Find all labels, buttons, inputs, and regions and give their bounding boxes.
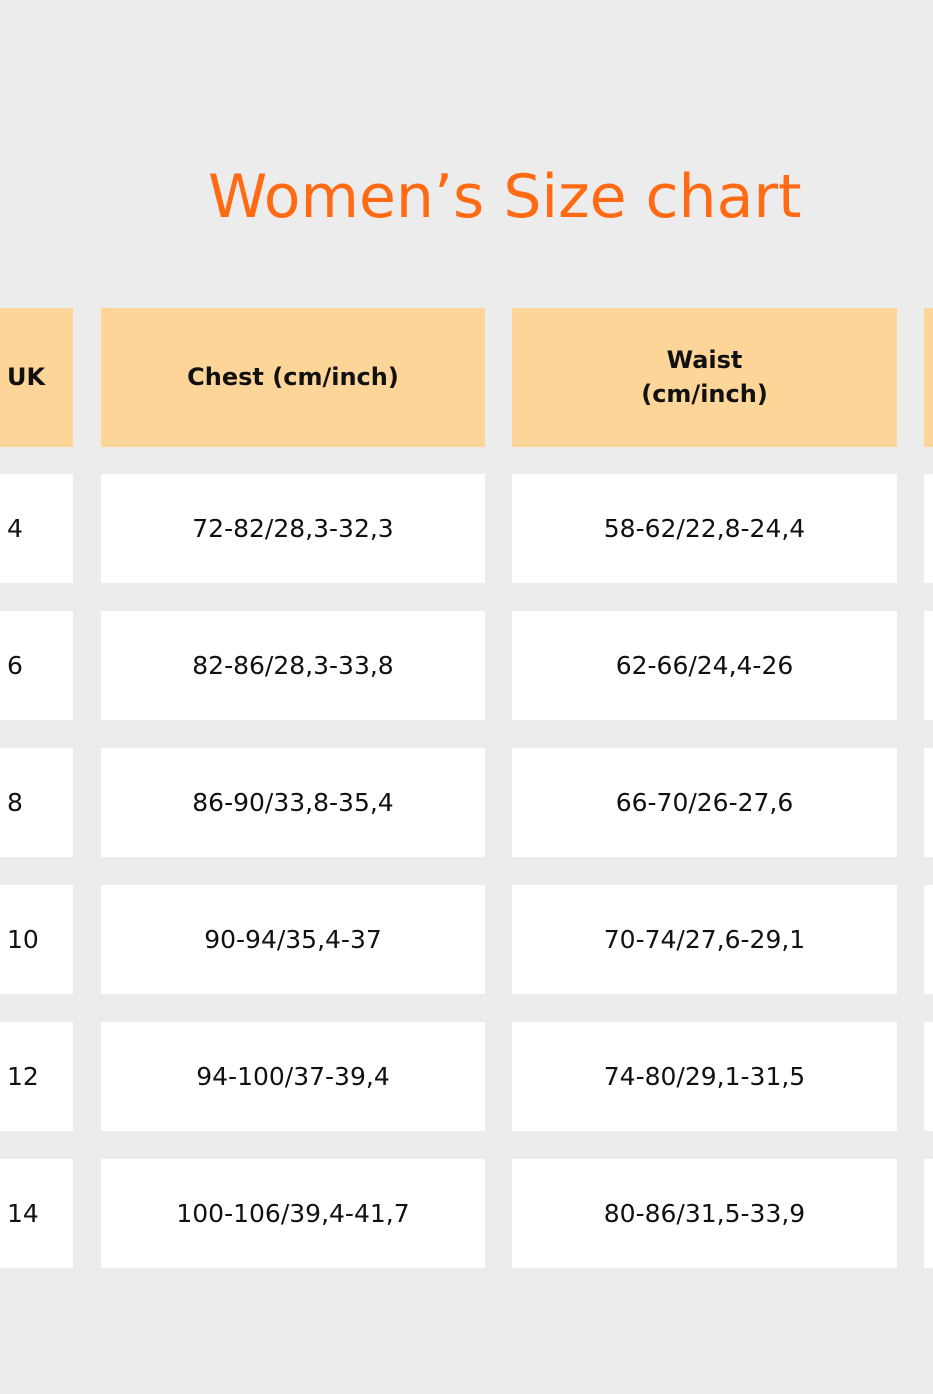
chest-cell: 86-90/33,8-35,4: [101, 748, 485, 857]
uk-cell: 6: [0, 611, 73, 720]
waist-cell: 80-86/31,5-33,9: [512, 1159, 897, 1268]
cut-off-cell: [924, 1022, 933, 1131]
chest-cell: 82-86/28,3-33,8: [101, 611, 485, 720]
chest-cell: 72-82/28,3-32,3: [101, 474, 485, 583]
cut-off-cell: [924, 611, 933, 720]
chest-cell: 94-100/37-39,4: [101, 1022, 485, 1131]
uk-cell: 4: [0, 474, 73, 583]
uk-cell: 12: [0, 1022, 73, 1131]
header-uk: UK: [0, 308, 73, 447]
cut-off-cell: [924, 1159, 933, 1268]
chest-cell: 90-94/35,4-37: [101, 885, 485, 994]
waist-cell: 70-74/27,6-29,1: [512, 885, 897, 994]
cut-off-cell: [924, 748, 933, 857]
waist-cell: 62-66/24,4-26: [512, 611, 897, 720]
header-cut-off: [924, 308, 933, 447]
header-waist: Waist (cm/inch): [512, 308, 897, 447]
cut-off-cell: [924, 885, 933, 994]
chest-cell: 100-106/39,4-41,7: [101, 1159, 485, 1268]
header-waist-label: Waist (cm/inch): [641, 345, 768, 408]
page-title: Women’s Size chart: [208, 162, 802, 232]
header-chest: Chest (cm/inch): [101, 308, 485, 447]
uk-cell: 8: [0, 748, 73, 857]
waist-cell: 74-80/29,1-31,5: [512, 1022, 897, 1131]
cut-off-cell: [924, 474, 933, 583]
uk-cell: 14: [0, 1159, 73, 1268]
waist-cell: 66-70/26-27,6: [512, 748, 897, 857]
waist-cell: 58-62/22,8-24,4: [512, 474, 897, 583]
uk-cell: 10: [0, 885, 73, 994]
